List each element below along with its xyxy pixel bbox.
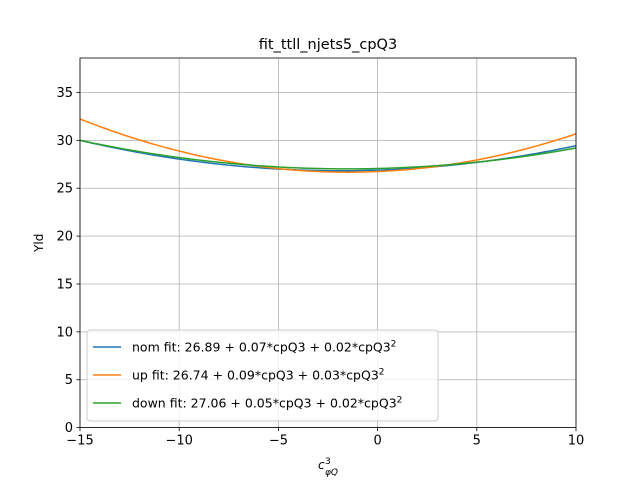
x-axis-label: c 3 φQ — [318, 457, 338, 478]
y-tick-label: 20 — [56, 230, 73, 245]
x-axis-label-base: c — [318, 458, 325, 472]
x-tick-label: 5 — [473, 434, 481, 449]
x-tick-label: −10 — [165, 434, 192, 449]
x-axis-label-subscript: φQ — [325, 468, 338, 478]
x-axis-label-superscript: 3 — [325, 457, 331, 467]
legend-label: down fit: 27.06 + 0.05*cpQ3 + 0.02*cpQ32 — [132, 396, 402, 411]
y-tick-label: 15 — [56, 277, 73, 292]
y-axis-label: Yld — [32, 234, 46, 253]
series-line-1 — [79, 118, 577, 173]
x-tick-label: 10 — [568, 434, 585, 449]
legend-box — [86, 329, 439, 422]
y-tick-label: 10 — [56, 325, 73, 340]
legend-label: up fit: 26.74 + 0.09*cpQ3 + 0.03*cpQ32 — [132, 368, 385, 383]
axis-ticks: −15 −10 −5 0 5 10 0 5 10 15 20 25 30 35 — [56, 86, 584, 449]
series-lines — [79, 118, 577, 173]
x-tick-label: −5 — [269, 434, 288, 449]
series-line-2 — [79, 139, 577, 170]
y-tick-label: 5 — [65, 373, 73, 388]
chart-title: fit_ttll_njets5_cpQ3 — [259, 37, 397, 53]
x-tick-label: 0 — [373, 434, 381, 449]
legend-label: nom fit: 26.89 + 0.07*cpQ3 + 0.02*cpQ32 — [132, 340, 396, 355]
y-tick-label: 0 — [65, 421, 73, 436]
plot-frame — [79, 57, 577, 429]
y-tick-label: 25 — [56, 182, 73, 197]
x-tick-label: −15 — [66, 434, 93, 449]
y-tick-label: 35 — [56, 86, 73, 101]
legend: nom fit: 26.89 + 0.07*cpQ3 + 0.02*cpQ32 u… — [86, 329, 439, 422]
y-tick-label: 30 — [56, 134, 73, 149]
